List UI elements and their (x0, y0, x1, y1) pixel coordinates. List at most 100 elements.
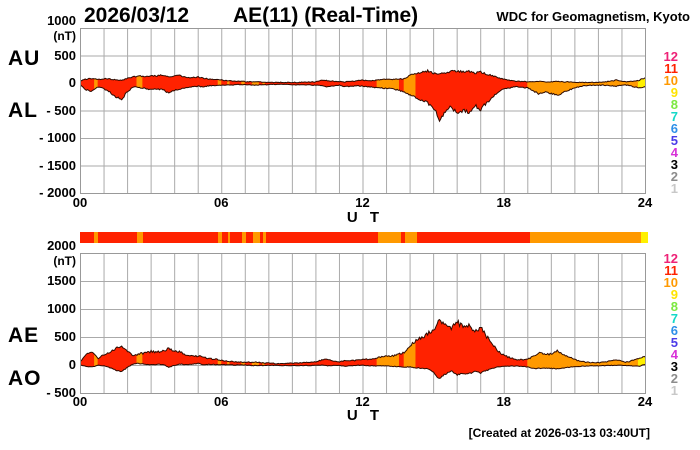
area-fill-orange (217, 79, 222, 86)
area-fill-red (80, 352, 95, 367)
activity-segment-orange (405, 232, 418, 243)
station-count-7: 7 (670, 109, 678, 124)
x-tick-label: 18 (496, 195, 511, 210)
activity-segment-orange (136, 232, 143, 243)
x-tick-label: 18 (496, 394, 511, 409)
y-tick-label: - 500 (46, 385, 76, 400)
area-fill-red (398, 352, 405, 368)
station-count-2: 2 (670, 169, 678, 184)
area-fill-orange (527, 350, 639, 370)
y-tick-label: - 500 (46, 102, 76, 118)
x-tick-label: 24 (637, 394, 653, 409)
station-count-3: 3 (670, 359, 678, 374)
created-timestamp: [Created at 2026-03-13 03:40UT] (468, 426, 650, 440)
station-count-4: 4 (670, 145, 678, 160)
y-tick-label: 2000 (47, 238, 76, 253)
chart-panel-au-al (80, 28, 646, 194)
x-tick-label: 00 (72, 195, 88, 210)
station-count-12: 12 (663, 251, 678, 266)
station-count-8: 8 (670, 299, 678, 314)
area-fill-orange (227, 80, 231, 86)
y-tick-label: 1500 (47, 273, 76, 288)
station-count-11: 11 (664, 263, 678, 278)
x-tick-label: 00 (72, 394, 88, 409)
x-tick-label: 06 (214, 394, 229, 409)
station-count-3: 3 (670, 157, 678, 172)
station-count-6: 6 (670, 121, 678, 136)
activity-segment-red (80, 232, 95, 243)
page-title: AE(11) (Real-Time) (233, 4, 419, 27)
activity-segment-red (259, 232, 264, 243)
activity-segment-red (230, 232, 243, 243)
y-tick-label: - 1000 (39, 130, 76, 145)
station-count-2: 2 (670, 371, 678, 386)
y-tick-label: - 2000 (39, 185, 76, 200)
area-fill-orange (94, 353, 99, 367)
station-count-5: 5 (670, 335, 678, 350)
plot-frame (80, 28, 646, 194)
area-fill-red (97, 76, 138, 100)
station-count-1: 1 (670, 181, 678, 196)
plot-frame (80, 253, 646, 394)
series-label-au: AU (8, 47, 41, 70)
area-fill-red (264, 358, 378, 367)
station-count-12: 12 (663, 49, 678, 64)
activity-segment-orange (94, 232, 98, 243)
activity-segment-orange (227, 232, 231, 243)
station-count-6: 6 (670, 323, 678, 338)
area-fill-red (142, 74, 219, 93)
area-fill-orange (262, 82, 266, 85)
y-tick-label: 1000 (47, 13, 76, 28)
y-axis-unit: (nT) (53, 254, 76, 268)
station-count-11: 11 (664, 61, 678, 76)
gridlines (80, 253, 646, 394)
y-tick-label: - 1500 (39, 157, 76, 173)
gridlines (80, 28, 646, 194)
area-fill-orange (527, 79, 639, 96)
y-tick-label: 0 (68, 357, 76, 372)
station-count-4: 4 (670, 347, 678, 362)
x-tick-label: 12 (355, 394, 370, 409)
area-fill-red (415, 319, 528, 379)
organization-label: WDC for Geomagnetism, Kyoto (496, 9, 690, 24)
plot-date: 2026/03/12 (84, 4, 190, 27)
activity-segment-orange (529, 232, 641, 243)
area-fill-orange (251, 81, 260, 86)
activity-segment-red (142, 232, 219, 243)
x-tick-label: 12 (355, 195, 370, 210)
series-label-ae: AE (8, 324, 40, 347)
chart-panel-ae-ao (80, 253, 646, 394)
activity-segment-orange (252, 232, 260, 243)
activity-segment-orange (263, 232, 266, 243)
activity-segment-red (265, 232, 379, 243)
activity-segment-red (222, 232, 228, 243)
area-fill-orange (403, 73, 417, 99)
activity-segment-red (400, 232, 406, 243)
station-count-9: 9 (670, 85, 678, 100)
station-count-9: 9 (670, 287, 678, 302)
area-fill-red (221, 79, 228, 86)
area-fill-red (415, 69, 528, 122)
y-tick-label: 500 (54, 329, 76, 344)
activity-color-bar (80, 232, 648, 243)
area-fill-yellow (637, 77, 646, 88)
x-tick-label: 24 (637, 195, 653, 210)
area-fill-orange (403, 339, 417, 369)
y-axis-unit: (nT) (53, 29, 76, 43)
activity-segment-red (97, 232, 137, 243)
activity-segment-orange (218, 232, 222, 243)
activity-segment-orange (378, 232, 401, 243)
area-fill-red (97, 346, 138, 372)
y-tick-label: 500 (54, 47, 76, 63)
series-label-al: AL (8, 99, 38, 122)
x-tick-label: 06 (214, 195, 229, 210)
activity-segment-red (245, 232, 253, 243)
station-count-7: 7 (670, 311, 678, 326)
activity-segment-red (417, 232, 530, 243)
x-axis-label-top: U T (346, 209, 384, 226)
y-tick-label: 0 (68, 75, 76, 90)
activity-segment-yellow (640, 232, 648, 243)
station-count-8: 8 (670, 97, 678, 112)
area-fill-orange (136, 352, 143, 364)
